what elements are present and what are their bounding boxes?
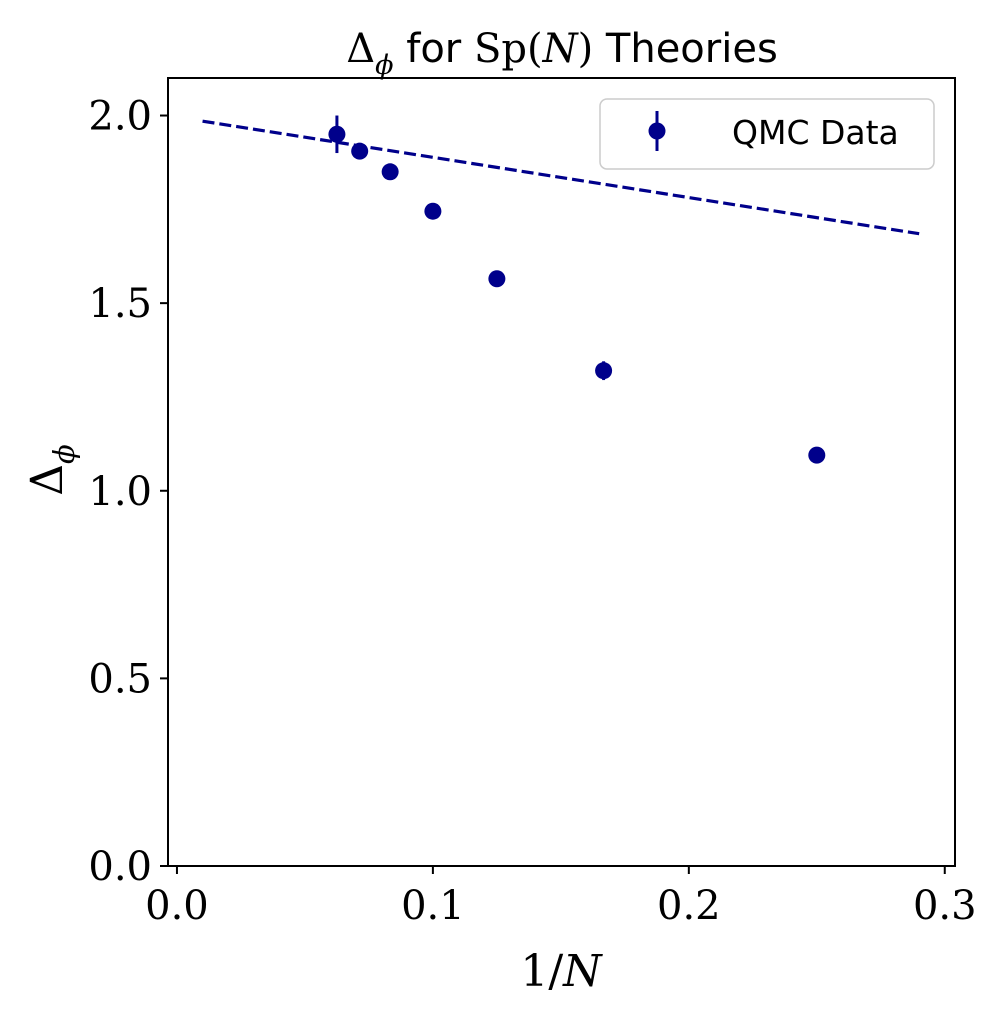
y-axis-label-subscript: ϕ <box>47 444 81 464</box>
title-subscript: ϕ <box>375 50 393 81</box>
chart-title: Δϕ for Sp(N) Theories <box>346 26 778 81</box>
x-tick-label: 0.1 <box>401 883 465 929</box>
x-tick-label: 0.0 <box>145 883 209 929</box>
x-axis-label-num: 1/ <box>520 946 563 997</box>
title-close: ) <box>578 26 594 72</box>
data-point <box>328 125 346 143</box>
plot-frame <box>167 77 956 867</box>
legend-marker-symbol <box>648 122 666 140</box>
x-axis-label-n: N <box>562 946 603 997</box>
y-tick-label: 2.0 <box>88 94 152 140</box>
x-axis-label: 1/N <box>520 946 603 997</box>
y-tick-label: 0.5 <box>88 656 152 702</box>
title-n: N <box>542 26 580 72</box>
data-point <box>808 446 826 464</box>
y-tick-label: 1.5 <box>88 281 152 327</box>
x-tick-label: 0.3 <box>913 883 977 929</box>
fit-line-dashed <box>202 119 920 236</box>
legend-box <box>599 98 935 170</box>
y-tick-label: 0.0 <box>88 844 152 890</box>
title-theories: Theories <box>593 26 778 72</box>
y-tick-label: 1.0 <box>88 469 152 515</box>
title-sp: Sp( <box>474 26 543 72</box>
y-axis-label: Δϕ <box>22 444 81 496</box>
data-point <box>424 202 442 220</box>
data-point <box>595 362 613 380</box>
axes: 0.0 0.1 0.2 0.3 0.0 0.5 1.0 1.5 2.0 <box>88 77 977 929</box>
legend-label-qmc-data: QMC Data <box>732 113 899 152</box>
data-point <box>488 270 506 288</box>
x-tick-label: 0.2 <box>657 883 721 929</box>
title-for: for <box>394 26 474 72</box>
title-delta: Δ <box>346 26 375 72</box>
legend: QMC Data <box>599 98 935 170</box>
y-axis-label-delta: Δ <box>22 464 73 496</box>
plot-area <box>202 115 920 464</box>
data-point <box>381 163 399 181</box>
